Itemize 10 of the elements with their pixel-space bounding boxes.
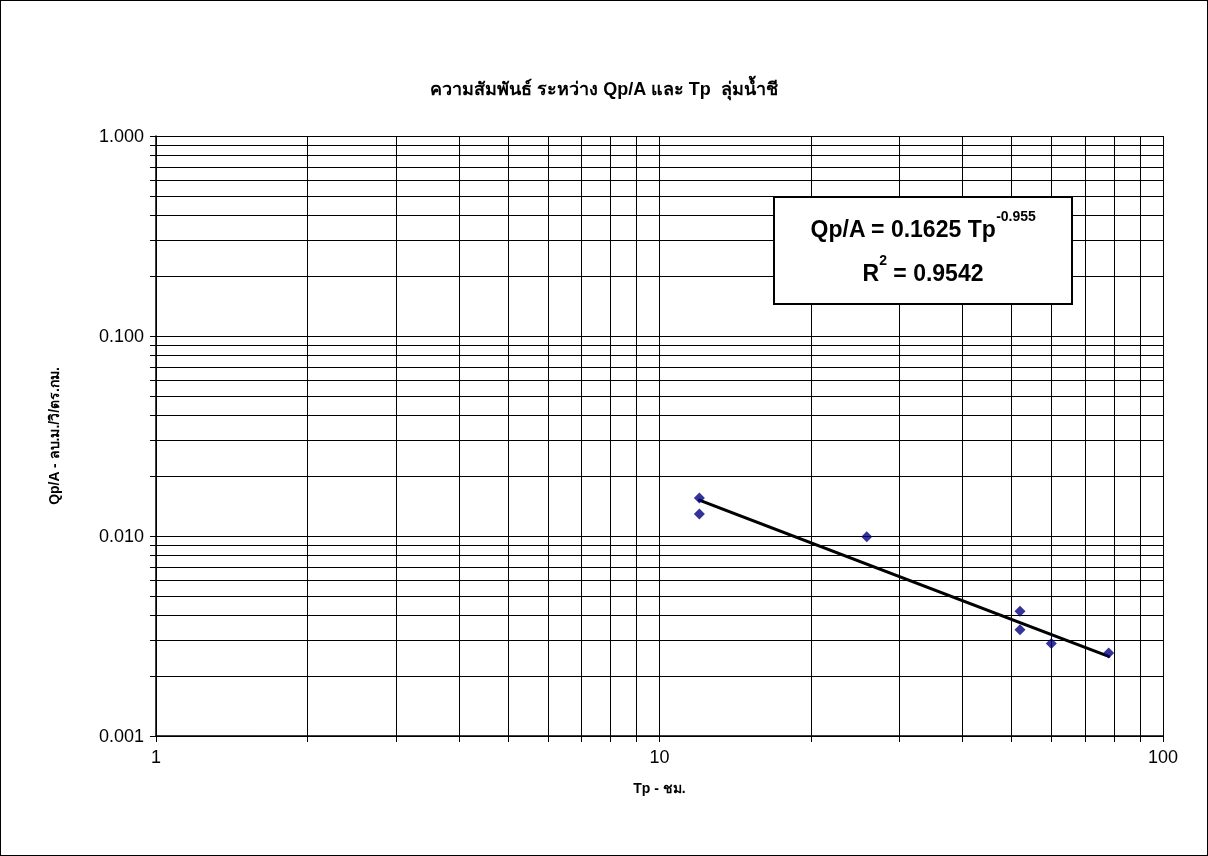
y-tick-label: 0.100 xyxy=(98,326,144,346)
x-tick-label: 1 xyxy=(150,747,162,767)
y-axis-title: Qp/A - ลบ.ม./วิ/ตร.กม. xyxy=(46,367,62,505)
x-tick-label: 10 xyxy=(649,747,670,767)
y-tick-label: 0.001 xyxy=(98,726,144,746)
x-tick-label: 100 xyxy=(1147,747,1179,767)
x-axis-title: Tp - ชม. xyxy=(633,780,686,796)
chart-title: ความสัมพันธ์ ระหว่าง Qp/A และ Tp ลุ่มน้ำชี xyxy=(430,75,778,101)
y-tick-label: 1.000 xyxy=(98,126,144,146)
y-tick-label: 0.010 xyxy=(98,526,144,546)
